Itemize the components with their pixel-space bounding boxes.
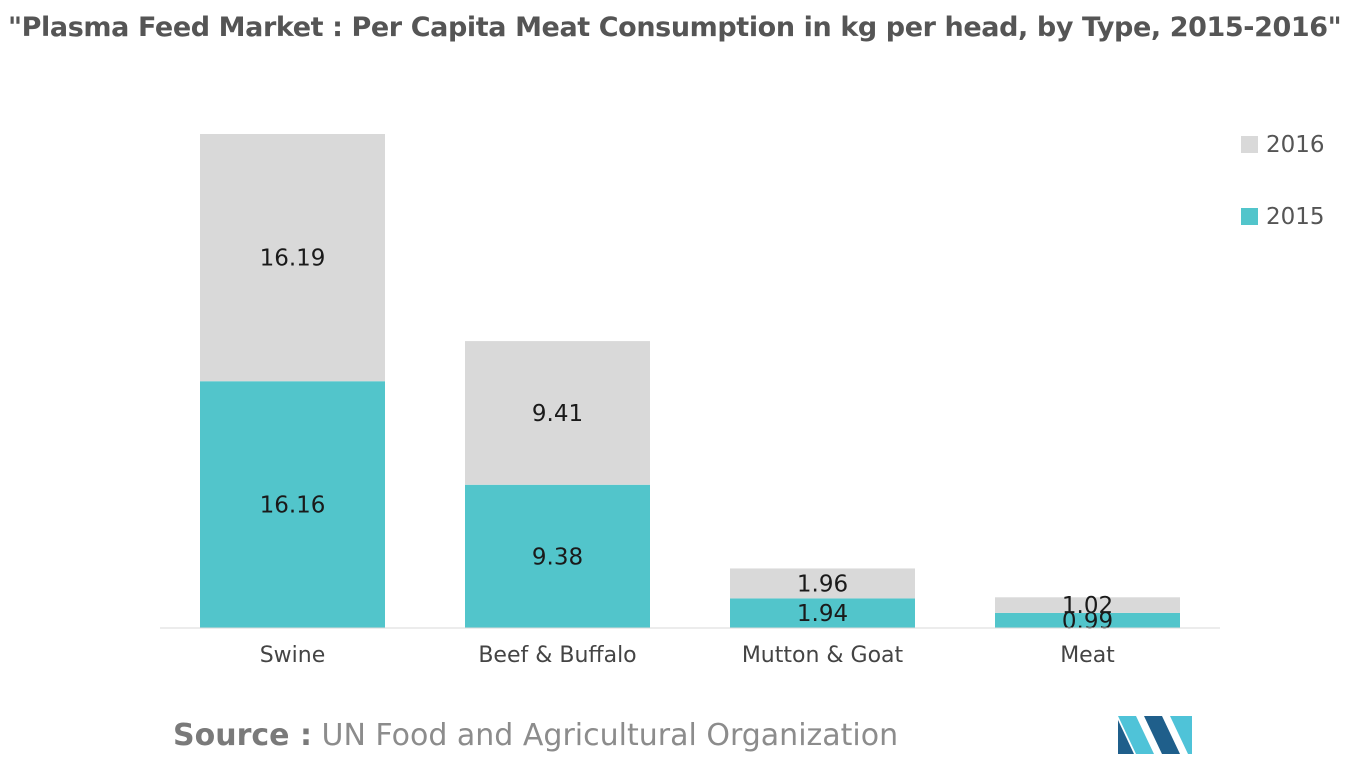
mordor-logo-icon — [1118, 716, 1192, 754]
legend-swatch-2016 — [1241, 136, 1258, 153]
bars-group: 16.16 16.19 Swine 9.38 9.41 Beef & Buffalo 1.9… — [200, 134, 1180, 668]
x-tick-label-0: Swine — [260, 643, 326, 668]
source-text: UN Food and Agricultural Organization — [321, 718, 899, 753]
data-label-2016-2: 1.96 — [797, 571, 848, 597]
source-label: Source : — [173, 718, 312, 753]
legend-swatch-2015 — [1241, 208, 1258, 225]
bar-2016-0 — [200, 134, 385, 382]
x-tick-label-2: Mutton & Goat — [742, 643, 904, 668]
data-label-2016-0: 16.19 — [260, 246, 326, 272]
x-tick-label-1: Beef & Buffalo — [478, 643, 636, 668]
legend-label-2015: 2015 — [1266, 204, 1325, 230]
data-label-2015-2: 1.94 — [797, 601, 848, 627]
data-label-2016-1: 9.41 — [532, 401, 583, 427]
x-tick-label-3: Meat — [1060, 643, 1115, 668]
chart-title: "Plasma Feed Market : Per Capita Meat Co… — [8, 12, 1342, 43]
bar-2015-1 — [465, 484, 650, 628]
bar-2015-2 — [730, 598, 915, 628]
bar-2016-3 — [995, 597, 1180, 613]
bar-2016-1 — [465, 341, 650, 485]
source-note: Source : UN Food and Agricultural Organi… — [173, 718, 898, 753]
legend-label-2016: 2016 — [1266, 132, 1325, 158]
data-label-2015-0: 16.16 — [260, 493, 326, 519]
data-label-2015-1: 9.38 — [532, 544, 583, 570]
bar-2016-2 — [730, 568, 915, 599]
data-label-2016-3: 1.02 — [1062, 593, 1113, 619]
bar-2015-3 — [995, 612, 1180, 628]
legend: 2016 2015 — [1241, 132, 1325, 230]
bar-2015-0 — [200, 381, 385, 628]
